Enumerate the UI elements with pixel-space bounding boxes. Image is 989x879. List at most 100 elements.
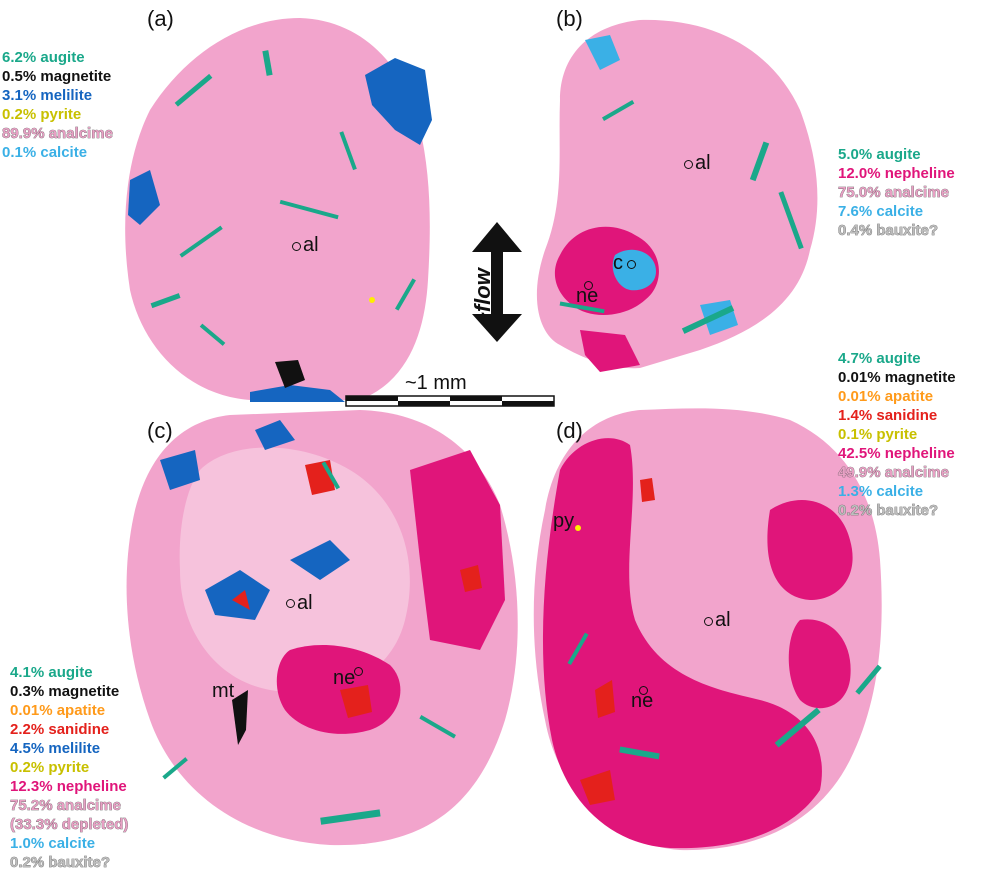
legend-panel-b: 5.0% augite 12.0% nepheline 75.0% analcime… xyxy=(838,145,955,240)
marker-d-ne xyxy=(639,686,648,695)
grain-b-analcime xyxy=(536,19,818,369)
legend-c-mineral: calcite xyxy=(48,835,96,852)
flow-arrow-down xyxy=(472,314,522,342)
legend-d-row: 0.01% magnetite xyxy=(838,368,956,387)
label-a-al: al xyxy=(303,234,319,256)
legend-d-pct: 1.3% xyxy=(838,483,877,500)
legend-b-mineral: nepheline xyxy=(884,165,955,182)
legend-a-mineral: pyrite xyxy=(40,106,82,123)
grain-a-melilite-patch xyxy=(365,58,432,145)
legend-c-row: 0.3% magnetite xyxy=(10,682,128,701)
grain-a xyxy=(125,18,432,402)
legend-c-mineral: melilite xyxy=(48,740,101,757)
scale-bar-block-1 xyxy=(346,396,398,401)
grain-b-nepheline xyxy=(554,226,659,316)
flow-arrow xyxy=(472,222,522,342)
grain-d-augite-laths xyxy=(567,632,882,760)
legend-d-pct: 0.01% xyxy=(838,369,885,386)
legend-d-row: 0.1% pyrite xyxy=(838,425,956,444)
legend-b-pct: 75.0% xyxy=(838,184,885,202)
legend-c-pct: 0.01% xyxy=(10,702,57,719)
legend-d-pct: 0.2% xyxy=(838,502,877,520)
scale-bar-block-4 xyxy=(502,401,554,406)
scale-bar-block-3 xyxy=(450,396,502,401)
grain-b-calcite xyxy=(612,249,656,291)
legend-b-row: 5.0% augite xyxy=(838,145,955,164)
grain-b-nepheline-lower xyxy=(580,330,640,372)
legend-d-row: 4.7% augite xyxy=(838,349,956,368)
legend-d-mineral: sanidine xyxy=(876,407,938,424)
grain-d-sanidine xyxy=(580,478,655,805)
legend-c-row: 0.2% bauxite? xyxy=(10,853,128,872)
marker-d-al xyxy=(704,617,713,626)
legend-d-mineral: analcime xyxy=(884,464,949,482)
legend-b-mineral: augite xyxy=(876,146,921,163)
legend-b-mineral: bauxite? xyxy=(876,222,939,240)
legend-c-mineral: magnetite xyxy=(48,683,120,700)
label-c-al: al xyxy=(297,592,313,614)
legend-d-mineral: nepheline xyxy=(884,445,955,462)
legend-d-pct: 0.1% xyxy=(838,426,877,443)
legend-c-pct: 75.2% xyxy=(10,797,57,815)
legend-a-row: 0.1% calcite xyxy=(2,143,113,162)
label-b-c: c xyxy=(613,252,623,274)
legend-d-row: 49.9% analcime xyxy=(838,463,956,482)
label-d-py: py xyxy=(553,510,575,532)
legend-c-pct: 0.2% xyxy=(10,759,49,776)
flow-label: ~flow xyxy=(470,268,495,325)
scale-bar-block-2 xyxy=(398,401,450,406)
legend-c-mineral: bauxite? xyxy=(48,854,111,872)
marker-c-al xyxy=(286,599,295,608)
label-d-ne: ne xyxy=(631,690,654,712)
legend-b-row: 0.4% bauxite? xyxy=(838,221,955,240)
grain-a-melilite-base xyxy=(250,385,345,402)
legend-c-pct: 0.3% xyxy=(10,683,49,700)
legend-d-mineral: apatite xyxy=(884,388,934,405)
grain-b-calcite-patch xyxy=(585,35,620,70)
grain-a-augite-laths xyxy=(150,50,416,346)
scale-bar xyxy=(345,395,555,407)
marker-b-ne xyxy=(584,281,593,290)
legend-c-row: 75.2% analcime xyxy=(10,796,128,815)
legend-a-row: 3.1% melilite xyxy=(2,86,113,105)
marker-b-al xyxy=(684,160,693,169)
legend-c-row: 0.01% apatite xyxy=(10,701,128,720)
legend-b-pct: 5.0% xyxy=(838,146,877,163)
legend-c-mineral: pyrite xyxy=(48,759,90,776)
grain-c-nepheline-rim xyxy=(410,450,505,650)
legend-a-pct: 0.1% xyxy=(2,144,41,161)
legend-d-pct: 49.9% xyxy=(838,464,885,482)
panel-label-a: (a) xyxy=(147,6,174,31)
legend-d-pct: 42.5% xyxy=(838,445,885,462)
legend-c-mineral: apatite xyxy=(56,702,106,719)
grain-d-pyrite xyxy=(575,525,581,531)
grain-a-analcime xyxy=(125,18,430,400)
grain-a-melilite-rim xyxy=(128,170,160,225)
legend-d-row: 0.01% apatite xyxy=(838,387,956,406)
grain-b-augite-laths xyxy=(559,100,804,334)
legend-panel-d: 4.7% augite 0.01% magnetite 0.01% apatite 1… xyxy=(838,349,956,520)
legend-d-pct: 1.4% xyxy=(838,407,877,424)
legend-d-pct: 4.7% xyxy=(838,350,877,367)
legend-panel-a: 6.2% augite 0.5% magnetite 3.1% melilite 0.… xyxy=(2,48,114,162)
legend-c-pct: 0.2% xyxy=(10,854,49,872)
legend-b-row: 7.6% calcite xyxy=(838,202,955,221)
legend-c-pct: 4.5% xyxy=(10,740,49,757)
grain-c-augite-laths xyxy=(162,461,456,825)
legend-d-mineral: pyrite xyxy=(876,426,918,443)
legend-c-mineral: augite xyxy=(48,664,93,681)
label-c-mt: mt xyxy=(212,680,235,702)
legend-a-mineral: magnetite xyxy=(40,68,112,85)
legend-c-mineral: analcime xyxy=(56,797,121,815)
grain-a-magnetite xyxy=(275,360,305,388)
legend-a-row: 0.2% pyrite xyxy=(2,105,113,124)
grain-b xyxy=(536,19,818,372)
legend-c-pct: 4.1% xyxy=(10,664,49,681)
legend-a-pct: 89.9% xyxy=(2,125,49,143)
legend-a-pct: 3.1% xyxy=(2,87,41,104)
legend-d-pct: 0.01% xyxy=(838,388,885,405)
legend-a-row: 6.2% augite xyxy=(2,48,113,67)
marker-a-al xyxy=(292,242,301,251)
legend-b-mineral: calcite xyxy=(876,203,924,220)
